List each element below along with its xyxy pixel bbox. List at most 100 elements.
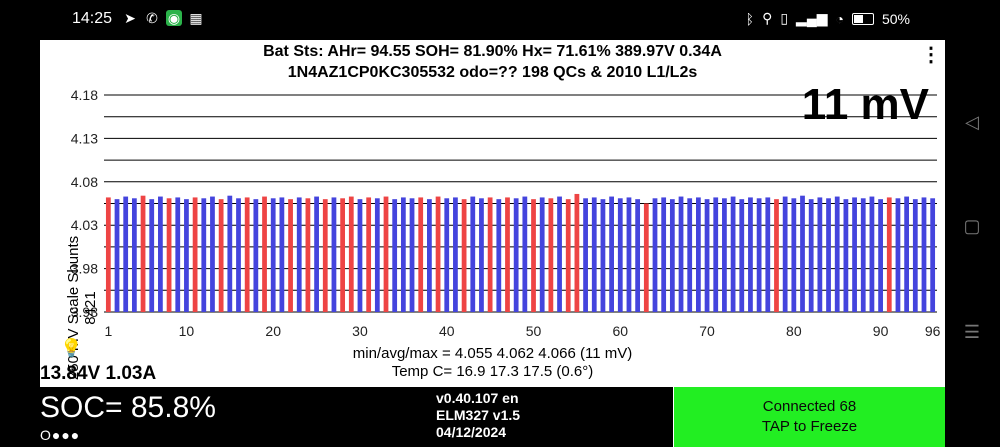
cell-bar: [895, 198, 901, 312]
cell-bar: [600, 199, 606, 312]
min-avg-max: min/avg/max = 4.055 4.062 4.066 (11 mV): [352, 345, 633, 362]
x-tick-label: 30: [352, 323, 368, 339]
cell-bar: [765, 197, 771, 312]
page-indicator[interactable]: O●●●: [40, 427, 81, 443]
cell-bar: [730, 196, 736, 312]
cell-bar: [652, 198, 658, 312]
date-text: 04/12/2024: [436, 424, 507, 440]
cell-bar: [643, 203, 649, 312]
cell-bar: [626, 197, 632, 312]
x-tick-label: 20: [265, 323, 281, 339]
cell-bar: [383, 196, 389, 312]
cell-bar: [227, 195, 233, 312]
leafspy-screen: 3.93 3.98 4.03 4.08 4.13 4.18 1 10 20 30 40 50 60 70 8…: [40, 40, 945, 447]
connected-button[interactable]: Connected 68 TAP to Freeze: [674, 387, 945, 447]
cell-bar: [149, 199, 155, 312]
cell-bar: [305, 198, 311, 312]
cell-bar: [470, 196, 476, 312]
cell-bar: [912, 199, 918, 312]
cell-bar: [444, 198, 450, 312]
cell-bar: [331, 197, 337, 312]
cell-voltage-chart[interactable]: 3.93 3.98 4.03 4.08 4.13 4.18 1 10 20 30 40 50 60 70 8…: [40, 40, 945, 340]
cell-bar: [574, 193, 580, 312]
y-tick-label: 4.18: [71, 87, 98, 103]
version-text: v0.40.107 en: [436, 390, 519, 406]
cell-bar: [366, 197, 372, 312]
cell-bar: [678, 196, 684, 312]
cell-bar: [435, 196, 441, 312]
y-tick-label: 4.13: [71, 130, 98, 146]
cell-bar: [722, 198, 727, 312]
cell-bar: [105, 197, 111, 312]
cell-bar: [418, 197, 424, 312]
cell-bar: [513, 198, 519, 312]
cell-bar: [661, 197, 667, 312]
cell-bar: [453, 197, 458, 312]
cell-bar: [184, 199, 189, 312]
cell-bar: [409, 198, 415, 312]
cell-bar: [296, 197, 302, 312]
cell-bar: [748, 197, 753, 312]
gallery-icon: ▦: [189, 10, 203, 26]
x-tick-label: 96: [925, 323, 941, 339]
green-app-icon: ◉: [166, 10, 182, 26]
cell-bar: [123, 196, 129, 312]
cell-bar: [314, 196, 319, 312]
cell-bar: [262, 196, 267, 312]
y-tick-label: 4.03: [71, 217, 98, 233]
vin-line: 1N4AZ1CP0KC305532 odo=?? 198 QCs & 2010 …: [287, 64, 698, 81]
cell-bar: [591, 197, 597, 312]
cell-bar: [166, 198, 172, 312]
y-tick-label: 3.93: [71, 304, 98, 320]
x-tick-label: 1: [104, 323, 112, 339]
cell-bar: [131, 198, 137, 312]
status-system-icons: ᛒ ⚲ ▯ ▂▄▆ ◔ 50%: [746, 10, 910, 27]
cell-bar: [756, 198, 762, 312]
cell-bar: [253, 199, 259, 312]
connected-label: Connected 68: [762, 398, 857, 415]
cell-bar: [114, 199, 120, 312]
battery-status-line: Bat Sts: AHr= 94.55 SOH= 81.90% Hx= 71.6…: [263, 43, 722, 60]
x-tick-label: 70: [699, 323, 715, 339]
lightbulb-icon[interactable]: 💡: [60, 338, 83, 358]
x-tick-label: 40: [439, 323, 455, 339]
menu-icon[interactable]: ⋮: [921, 44, 941, 66]
cell-bar: [192, 197, 198, 312]
cell-bar: [322, 199, 328, 312]
cell-bar: [201, 198, 207, 312]
cell-bar: [557, 196, 562, 312]
cell-bar: [826, 198, 831, 312]
system-nav-bar: ◁ ▢ ☰: [944, 40, 1000, 447]
battery-icon: [851, 12, 874, 25]
status-time: 14:25: [72, 10, 113, 27]
cell-bar: [782, 196, 788, 312]
cell-bar: [374, 198, 380, 312]
home-icon[interactable]: ▢: [963, 216, 981, 236]
cell-bar: [609, 196, 614, 312]
cell-bar: [392, 199, 398, 312]
y-tick-label: 3.98: [71, 261, 98, 277]
cell-bar: [904, 196, 910, 312]
cell-bar: [869, 196, 875, 312]
cell-bar: [539, 197, 545, 312]
y-axis-label-container: 250 mV Scale Shunts 8421: [40, 95, 99, 380]
cell-bar: [739, 199, 745, 312]
cell-bar: [921, 197, 927, 312]
cell-bar: [930, 198, 936, 312]
recents-icon[interactable]: ☰: [963, 322, 981, 342]
x-tick-label: 90: [873, 323, 889, 339]
back-icon[interactable]: ◁: [965, 112, 979, 132]
version-info: v0.40.107 en ELM327 v1.5 04/12/2024: [436, 390, 520, 441]
cell-bar: [487, 197, 493, 312]
cell-bar: [140, 195, 146, 312]
cell-bar: [522, 196, 528, 312]
x-tick-label: 50: [526, 323, 542, 339]
cell-bar: [427, 199, 432, 312]
soc-readout: SOC= 85.8%: [40, 391, 216, 424]
telegram-icon: ➤: [124, 10, 136, 26]
cell-bar: [531, 199, 536, 312]
vibrate-icon: ▯: [780, 10, 789, 26]
cell-bar: [843, 199, 849, 312]
signal-icon: ▂▄▆: [796, 10, 828, 26]
cell-bar: [461, 199, 467, 312]
